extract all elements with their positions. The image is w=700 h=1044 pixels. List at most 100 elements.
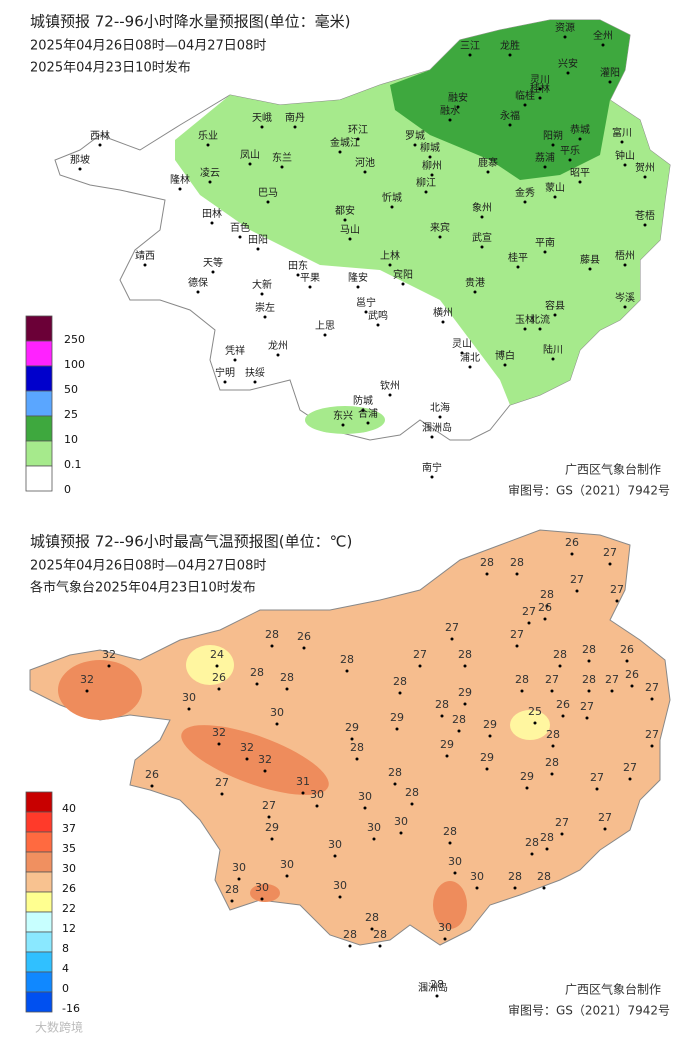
station-dot — [275, 722, 279, 726]
station-dot — [545, 604, 549, 608]
temperature-label: 32 — [80, 673, 94, 686]
place-name: 崇左 — [255, 301, 275, 314]
station-dot — [650, 744, 654, 748]
station-dot — [217, 687, 221, 691]
place-dot — [566, 71, 570, 75]
place-name: 永福 — [500, 109, 520, 122]
place-dot — [233, 358, 237, 362]
station-dot — [560, 832, 564, 836]
temperature-label: 27 — [623, 761, 637, 774]
temperature-label: 28 — [443, 825, 457, 838]
temperature-label: 26 — [565, 536, 579, 549]
place-dot — [468, 53, 472, 57]
station-dot — [463, 702, 467, 706]
station-dot — [150, 784, 154, 788]
place-dot — [293, 125, 297, 129]
place-name: 钟山 — [615, 149, 635, 162]
place-dot — [388, 263, 392, 267]
temperature-label: 27 — [510, 628, 524, 641]
rain-area-moderate — [390, 20, 630, 180]
temperature-label: 28 — [365, 911, 379, 924]
temperature-label: 29 — [483, 718, 497, 731]
place-name: 桂林 — [530, 82, 550, 95]
temperature-label: 28 — [458, 648, 472, 661]
place-dot — [468, 365, 472, 369]
station-dot — [370, 927, 374, 931]
temperature-label: 28 — [393, 675, 407, 688]
station-dot — [603, 827, 607, 831]
temperature-label: 28 — [388, 766, 402, 779]
place-name: 梧州 — [615, 249, 635, 262]
place-name: 平果 — [300, 272, 320, 284]
station-dot — [513, 886, 517, 890]
place-dot — [588, 267, 592, 271]
temperature-label: 27 — [603, 546, 617, 559]
legend-label: 22 — [62, 902, 76, 915]
place-dot — [503, 363, 507, 367]
temperature-label: 28 — [373, 928, 387, 941]
temperature-label: 32 — [258, 753, 272, 766]
station-dot — [615, 599, 619, 603]
temperature-label: 27 — [645, 681, 659, 694]
station-dot — [520, 689, 524, 693]
temperature-label: 32 — [240, 741, 254, 754]
station-dot — [217, 742, 221, 746]
place-name: 马山 — [340, 224, 360, 236]
place-name: 凌云 — [200, 166, 220, 179]
hot-area — [250, 884, 280, 902]
place-dot — [456, 105, 460, 109]
place-name: 合浦 — [358, 407, 378, 420]
station-dot — [650, 697, 654, 701]
temperature-label: 30 — [394, 815, 408, 828]
place-name: 柳江 — [416, 176, 436, 189]
place-name: 那坡 — [70, 153, 90, 166]
temperature-label: 27 — [645, 728, 659, 741]
temperature-label: 27 — [605, 673, 619, 686]
station-dot — [570, 552, 574, 556]
station-dot — [595, 787, 599, 791]
place-dot — [486, 170, 490, 174]
place-dot — [348, 237, 352, 241]
map-title: 城镇预报 72--96小时降水量预报图(单位：毫米) — [30, 13, 350, 31]
station-dot — [372, 837, 376, 841]
temperature-label: 27 — [555, 816, 569, 829]
temperature-label: 26 — [297, 630, 311, 643]
station-dot — [301, 791, 305, 795]
place-dot — [361, 408, 365, 412]
temperature-label: 29 — [520, 770, 534, 783]
legend-label: 250 — [64, 333, 85, 346]
temperature-label: 29 — [390, 711, 404, 724]
temperature-label: 29 — [480, 751, 494, 764]
station-dot — [550, 772, 554, 776]
station-dot — [448, 841, 452, 845]
place-name: 全州 — [593, 29, 613, 42]
temperature-label: 28 — [546, 728, 560, 741]
place-dot — [480, 215, 484, 219]
place-dot — [608, 80, 612, 84]
station-dot — [263, 769, 267, 773]
station-dot — [395, 727, 399, 731]
legend: 250 100 50 25 10 0.1 0 — [25, 315, 85, 496]
place-dot — [388, 393, 392, 397]
station-dot — [399, 831, 403, 835]
place-dot — [430, 435, 434, 439]
place-dot — [78, 167, 82, 171]
place-name: 平乐 — [560, 145, 580, 157]
place-name: 罗城 — [405, 130, 425, 142]
place-dot — [523, 103, 527, 107]
place-name: 隆安 — [348, 271, 368, 284]
station-dot — [585, 716, 589, 720]
review-number: 审图号：GS（2021）7942号 — [508, 1003, 670, 1018]
legend-swatch — [25, 390, 53, 417]
place-name: 灵川 — [530, 74, 550, 86]
legend-label: 30 — [62, 862, 76, 875]
legend-swatch — [25, 791, 53, 813]
temp-map: 城镇预报 72--96小时最高气温预报图(单位：℃) 2025年04月26日08… — [25, 529, 671, 1018]
legend-swatch — [25, 911, 53, 933]
station-dot — [443, 937, 447, 941]
place-dot — [363, 170, 367, 174]
legend-label: 37 — [62, 822, 76, 835]
temperature-label: 27 — [570, 573, 584, 586]
place-name: 南丹 — [285, 111, 305, 124]
place-name: 平南 — [535, 236, 555, 249]
